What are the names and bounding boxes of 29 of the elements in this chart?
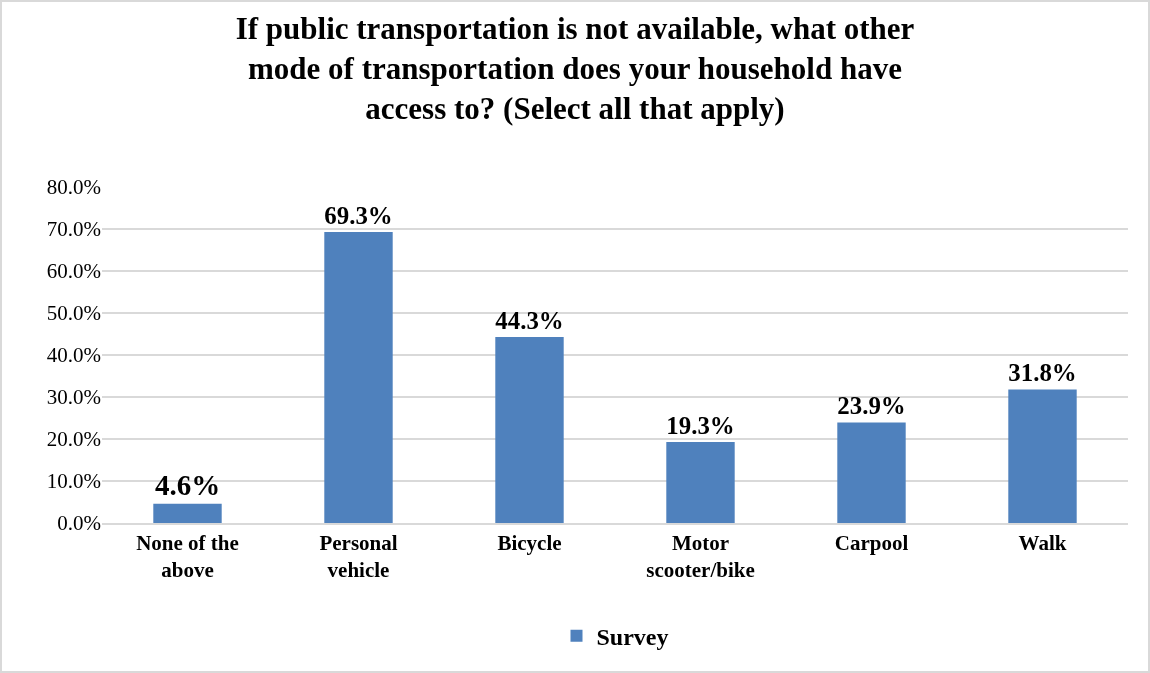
bar (837, 422, 906, 523)
bar (666, 441, 735, 523)
y-tick-label: 10.0% (46, 469, 101, 494)
data-label: 44.3% (495, 306, 564, 334)
x-tick-label: Personal vehicle (319, 530, 398, 583)
x-tick-label: Motor scooter/bike (646, 530, 755, 583)
bar (324, 231, 393, 523)
chart-title: If public transportation is not available, what other mode of transportation does your household have access to? (Select all that apply) (235, 10, 915, 127)
data-label: 23.9% (837, 392, 906, 420)
data-label: 69.3% (324, 201, 393, 229)
bar (1008, 389, 1077, 523)
y-tick-label: 60.0% (46, 259, 101, 284)
data-label: 4.6% (154, 468, 221, 501)
bar (153, 503, 222, 523)
x-tick-label: Walk (1018, 530, 1067, 555)
bar (495, 336, 564, 523)
y-tick-label: 20.0% (46, 427, 101, 452)
x-tick-label: None of the above (136, 530, 239, 583)
x-tick-label: Carpool (834, 530, 909, 555)
y-tick-label: 0.0% (57, 511, 101, 536)
y-tick-label: 80.0% (46, 175, 101, 200)
legend-label: Survey (596, 624, 669, 651)
x-tick-label: Bicycle (497, 530, 562, 555)
y-tick-label: 40.0% (46, 343, 101, 368)
y-tick-label: 30.0% (46, 385, 101, 410)
y-tick-label: 50.0% (46, 301, 101, 326)
data-label: 31.8% (1008, 359, 1077, 387)
y-tick-label: 70.0% (46, 217, 101, 242)
data-label: 19.3% (666, 411, 735, 439)
